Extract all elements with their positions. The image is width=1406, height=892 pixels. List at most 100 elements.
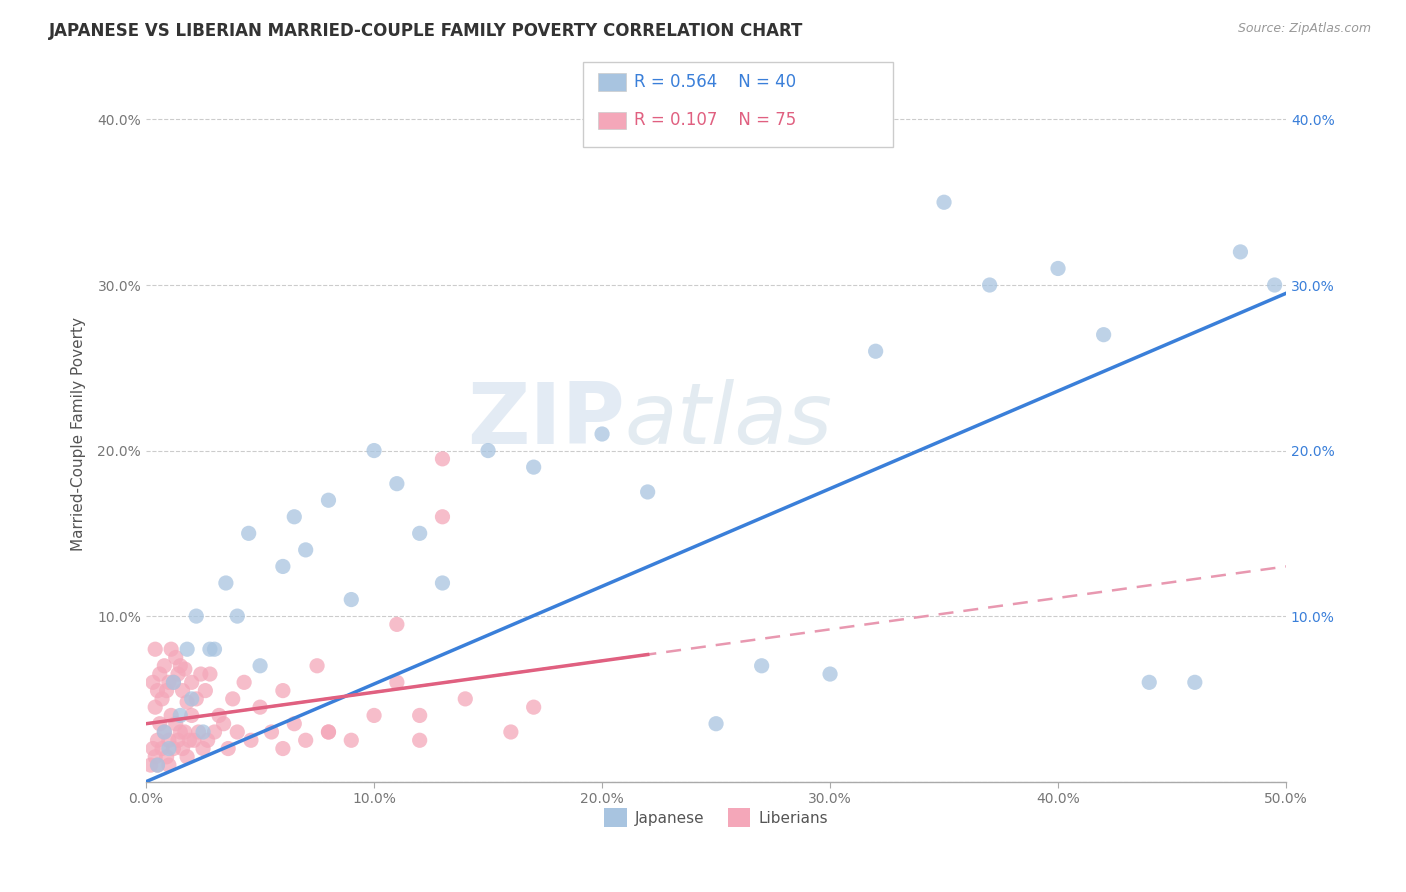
Point: [180, 675, 202, 690]
Point: [150, 692, 173, 706]
Point: [979, 278, 1001, 293]
Point: [233, 675, 256, 690]
Text: atlas: atlas: [624, 378, 832, 461]
Point: [167, 733, 190, 747]
Point: [143, 700, 166, 714]
Point: [932, 195, 955, 210]
Point: [173, 725, 195, 739]
Point: [149, 716, 172, 731]
Point: [432, 509, 454, 524]
Point: [249, 658, 271, 673]
Point: [155, 683, 177, 698]
Point: [408, 526, 430, 541]
Y-axis label: Married-Couple Family Poverty: Married-Couple Family Poverty: [72, 317, 86, 551]
Point: [179, 733, 201, 747]
Point: [271, 741, 294, 756]
Point: [818, 667, 841, 681]
Point: [143, 749, 166, 764]
Point: [153, 725, 176, 739]
Point: [187, 725, 209, 739]
Point: [239, 733, 262, 747]
Point: [155, 749, 177, 764]
Point: [176, 749, 198, 764]
Point: [143, 642, 166, 657]
Point: [162, 675, 184, 690]
Point: [142, 741, 165, 756]
Point: [271, 559, 294, 574]
Text: R = 0.564    N = 40: R = 0.564 N = 40: [634, 73, 796, 91]
Point: [153, 658, 176, 673]
Point: [204, 725, 226, 739]
Point: [222, 692, 245, 706]
Point: [283, 716, 305, 731]
Point: [139, 758, 162, 772]
Point: [704, 716, 727, 731]
Point: [591, 427, 613, 442]
Point: [197, 733, 219, 747]
Legend: Japanese, Liberians: Japanese, Liberians: [599, 802, 834, 833]
Point: [180, 692, 202, 706]
Point: [157, 741, 180, 756]
Point: [157, 733, 180, 747]
Point: [751, 658, 773, 673]
Point: [150, 741, 173, 756]
Point: [194, 683, 217, 698]
Point: [523, 700, 546, 714]
Point: [157, 758, 180, 772]
Point: [204, 642, 226, 657]
Point: [385, 617, 408, 632]
Point: [149, 667, 172, 681]
Point: [454, 692, 477, 706]
Point: [477, 443, 499, 458]
Point: [176, 642, 198, 657]
Point: [294, 733, 316, 747]
Point: [249, 700, 271, 714]
Point: [318, 493, 340, 508]
Point: [283, 509, 305, 524]
Point: [318, 725, 340, 739]
Point: [169, 658, 191, 673]
Point: [432, 576, 454, 591]
Point: [190, 667, 212, 681]
Point: [146, 733, 169, 747]
Point: [172, 741, 194, 756]
Point: [198, 642, 221, 657]
Point: [176, 695, 198, 709]
Point: [408, 733, 430, 747]
Point: [340, 733, 363, 747]
Point: [432, 451, 454, 466]
Point: [1184, 675, 1206, 690]
Point: [167, 667, 190, 681]
Point: [186, 692, 208, 706]
Point: [1047, 261, 1070, 276]
Text: JAPANESE VS LIBERIAN MARRIED-COUPLE FAMILY POVERTY CORRELATION CHART: JAPANESE VS LIBERIAN MARRIED-COUPLE FAMI…: [49, 22, 804, 40]
Point: [146, 758, 169, 772]
Point: [180, 708, 202, 723]
Point: [1092, 327, 1115, 342]
Point: [363, 708, 385, 723]
Point: [183, 733, 205, 747]
Point: [165, 716, 187, 731]
Point: [162, 675, 184, 690]
Point: [142, 675, 165, 690]
Point: [523, 460, 546, 475]
Point: [208, 708, 231, 723]
Point: [340, 592, 363, 607]
Point: [1264, 278, 1286, 293]
Text: R = 0.107    N = 75: R = 0.107 N = 75: [634, 112, 796, 129]
Point: [226, 609, 249, 624]
Point: [169, 725, 191, 739]
Point: [318, 725, 340, 739]
Point: [160, 708, 183, 723]
Point: [215, 576, 238, 591]
Point: [307, 658, 329, 673]
Point: [153, 725, 176, 739]
Point: [172, 683, 194, 698]
Point: [191, 725, 214, 739]
Point: [260, 725, 283, 739]
Point: [385, 675, 408, 690]
Point: [1137, 675, 1160, 690]
Text: Source: ZipAtlas.com: Source: ZipAtlas.com: [1237, 22, 1371, 36]
Point: [146, 683, 169, 698]
Point: [238, 526, 260, 541]
